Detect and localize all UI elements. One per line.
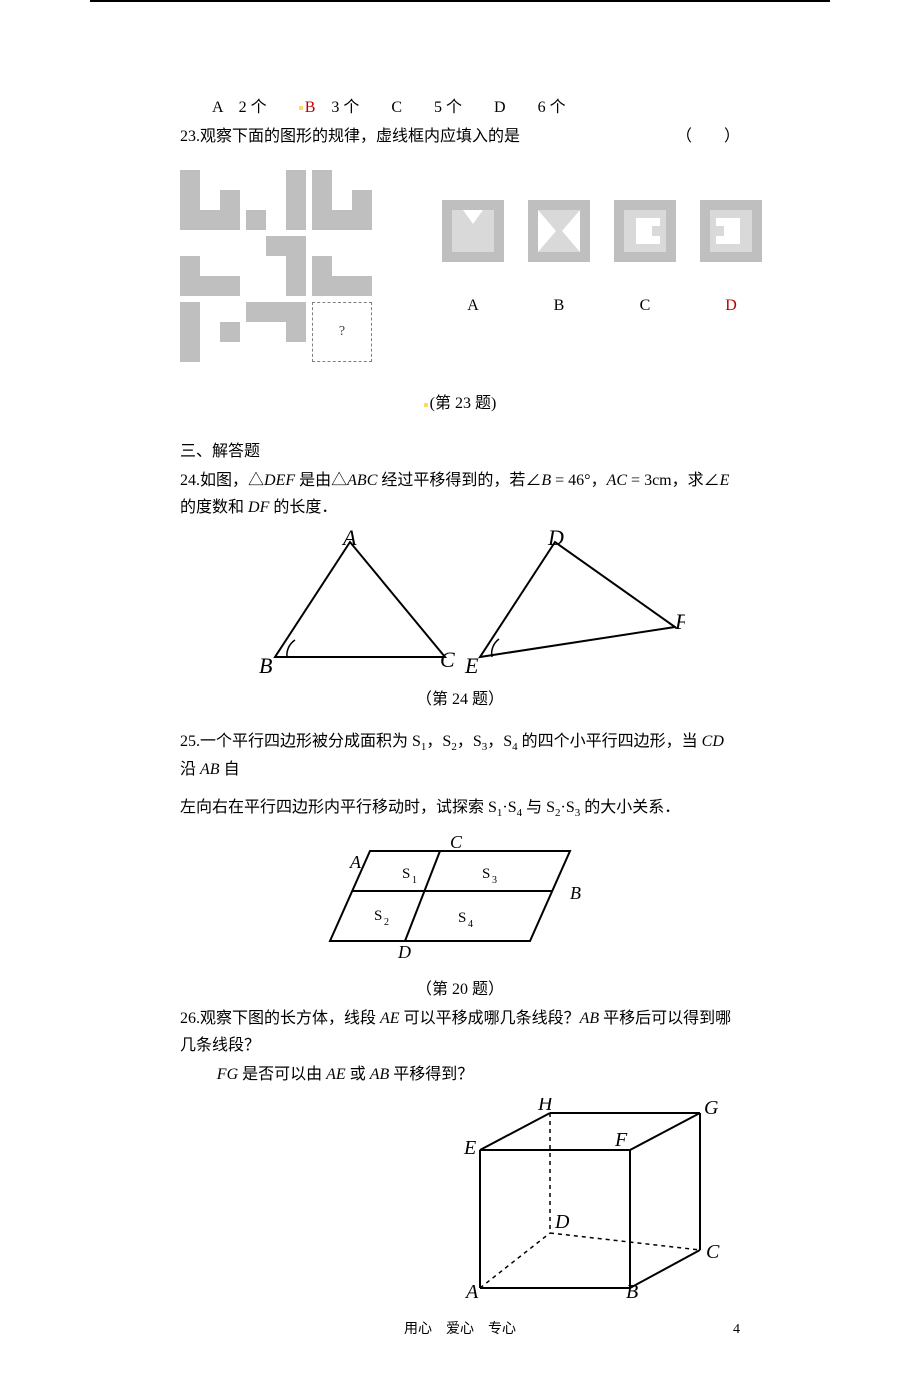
page-content: A 2 个 B 3 个 C 5 个 D 6 个 23.观察下面的图形的规律，虚线… (90, 0, 830, 1381)
answer-tiles (442, 200, 762, 262)
svg-text:C: C (706, 1241, 720, 1263)
answer-tile-c (614, 200, 676, 262)
q23-text: 23.观察下面的图形的规律，虚线框内应填入的是 (180, 128, 520, 145)
q23-text-line: 23.观察下面的图形的规律，虚线框内应填入的是 （ ） (180, 123, 740, 150)
q23-grid: ? (180, 170, 372, 362)
svg-text:S: S (458, 910, 466, 926)
grid-cell (246, 170, 306, 230)
grid-cell (180, 302, 240, 362)
page-footer: 用心 爱心 专心 4 (180, 1318, 740, 1342)
question-mark: ? (339, 320, 345, 344)
q22-a: A 2 个 (180, 99, 299, 116)
svg-text:H: H (537, 1098, 554, 1115)
q23-answers: A B C D (442, 200, 762, 319)
grid-cell (180, 236, 240, 296)
edit-dot-icon (424, 403, 428, 407)
answer-tile-d (700, 200, 762, 262)
footer-text: 用心 爱心 专心 (404, 1322, 516, 1337)
section-3-heading: 三、解答题 (180, 438, 740, 465)
q24-figure: A B C D E F （第 24 题） (180, 527, 740, 713)
svg-text:D: D (547, 527, 564, 550)
q23-paren: （ ） (676, 123, 740, 150)
q25-line1: 25.一个平行四边形被分成面积为 S1，S2，S3，S4 的四个小平行四边形，当… (180, 728, 740, 784)
svg-text:1: 1 (412, 875, 417, 886)
q26-line2: FG 是否可以由 AE 或 AB 平移得到？ (180, 1061, 740, 1088)
svg-text:E: E (464, 653, 479, 677)
svg-text:G: G (704, 1098, 719, 1119)
grid-cell-dashed: ? (312, 302, 372, 362)
answer-tile-a (442, 200, 504, 262)
svg-text:A: A (349, 852, 362, 872)
label-b: B (528, 292, 590, 319)
q22-rest: 3 个 C 5 个 D 6 个 (315, 99, 565, 116)
edit-dot-icon (299, 106, 303, 110)
label-a: A (442, 292, 504, 319)
triangle-svg: A B C D E F (235, 527, 685, 677)
svg-text:A: A (341, 527, 357, 550)
svg-text:B: B (570, 883, 581, 903)
q25-caption: （第 20 题） (180, 976, 740, 1003)
label-d: D (700, 292, 762, 319)
svg-text:C: C (450, 836, 463, 852)
q22-b-label: B (305, 99, 316, 116)
svg-text:S: S (402, 866, 410, 882)
svg-text:D: D (554, 1211, 570, 1233)
q25-line2: 左向右在平行四边形内平行移动时，试探索 S1·S4 与 S2·S3 的大小关系． (180, 794, 740, 823)
parallelogram-svg: A B C D S1 S2 S3 S4 (310, 836, 610, 966)
label-c: C (614, 292, 676, 319)
grid-cell (312, 170, 372, 230)
q26-line1: 26.观察下图的长方体，线段 AE 可以平移成哪几条线段？AB 平移后可以得到哪… (180, 1005, 740, 1059)
svg-text:B: B (259, 653, 272, 677)
q24-text: 24.如图，△DEF 是由△ABC 经过平移得到的，若∠B = 46°，AC =… (180, 467, 740, 521)
svg-text:D: D (397, 942, 411, 962)
svg-text:B: B (626, 1281, 638, 1298)
answer-labels: A B C D (442, 292, 762, 319)
svg-text:F: F (614, 1129, 628, 1151)
q25-figure: A B C D S1 S2 S3 S4 （第 20 题） (180, 836, 740, 1002)
grid-cell (246, 236, 306, 296)
svg-text:4: 4 (468, 919, 473, 930)
svg-text:F: F (674, 609, 685, 634)
answer-tile-b (528, 200, 590, 262)
svg-text:S: S (374, 908, 382, 924)
svg-text:3: 3 (492, 875, 497, 886)
grid-cell (180, 170, 240, 230)
q22-options: A 2 个 B 3 个 C 5 个 D 6 个 (180, 94, 740, 121)
grid-cell (246, 302, 306, 362)
q26-figure: E F H G A B C D (180, 1098, 740, 1307)
page-number: 4 (733, 1318, 740, 1342)
q23-figure-row: ? A B C (180, 170, 740, 362)
svg-text:2: 2 (384, 917, 389, 928)
q24-caption: （第 24 题） (180, 686, 740, 713)
svg-text:C: C (440, 647, 455, 672)
q23-caption: (第 23 题) (180, 390, 740, 417)
cuboid-svg: E F H G A B C D (460, 1098, 740, 1298)
svg-text:E: E (463, 1137, 476, 1159)
svg-text:A: A (464, 1281, 479, 1298)
svg-text:S: S (482, 866, 490, 882)
grid-cell (312, 236, 372, 296)
